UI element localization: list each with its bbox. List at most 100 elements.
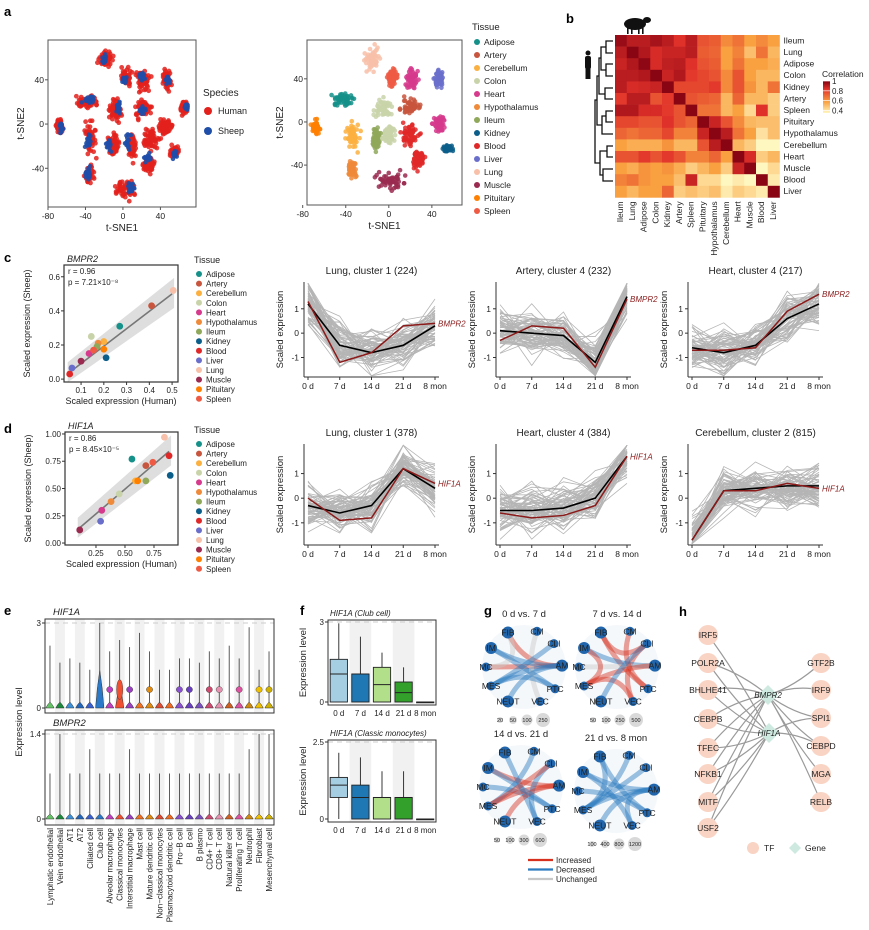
column-label: Blood: [756, 201, 766, 223]
y-tick-label: 0.2: [49, 341, 61, 350]
size-legend-label: 50: [590, 718, 596, 724]
violin: [105, 813, 115, 820]
heatmap-cell: [697, 185, 710, 198]
cluster-trend-plot: [301, 282, 439, 380]
y-tick-label: 1.00: [45, 430, 61, 439]
y-tick-label: 40: [294, 74, 304, 84]
node-label: CLI: [547, 639, 560, 649]
heatmap-cell: [709, 151, 722, 163]
scatter-point: [86, 170, 91, 175]
heatmap-cell: [626, 116, 639, 129]
heatmap-cell: [709, 162, 722, 175]
cluster-trend-plot: [301, 444, 439, 548]
heatmap-cell: [685, 46, 698, 59]
legend-swatch-hypothalamus: [474, 104, 480, 110]
correlation-heatmap: [615, 35, 780, 198]
y-tick-label: 2.5: [313, 738, 325, 747]
plot-title: Lung, cluster 1 (378): [326, 428, 418, 439]
y-tick-label: 1: [678, 304, 683, 314]
legend-label-kidney: Kidney: [206, 337, 230, 346]
chord-title: 14 d vs. 21 d: [494, 729, 548, 740]
heatmap-cell: [697, 35, 710, 47]
heatmap-cell: [638, 116, 651, 129]
heatmap-cell: [673, 116, 686, 129]
y-tick-label: -40: [291, 160, 304, 170]
x-tick-label: 14 d: [363, 549, 380, 559]
tsne-plot-1: [302, 39, 463, 208]
legend-label: Sheep: [218, 126, 244, 136]
scatter-point-spleen: [387, 77, 393, 82]
scatter-point-colon: [384, 130, 390, 136]
scatter-point: [140, 71, 146, 76]
heatmap-cell: [709, 116, 722, 129]
legend-label-lung: Lung: [206, 366, 224, 375]
scatter-point-liver: [439, 85, 444, 91]
cluster-trend-plot: [493, 444, 631, 548]
legend-swatch-artery: [474, 52, 480, 58]
tissue-legend-title: Tissue: [194, 255, 220, 265]
scatter-point: [108, 149, 114, 154]
violin-density-bulge: [186, 686, 193, 693]
y-axis-label: Scaled expression (Sheep): [23, 434, 33, 542]
scatter-point: [141, 155, 147, 160]
size-legend-label: 100: [601, 718, 610, 724]
heatmap-cell: [720, 93, 733, 105]
node-label: MES: [482, 681, 501, 691]
box: [394, 681, 413, 703]
scatter-point-blood: [398, 130, 403, 135]
tf-label: BHLHE41: [689, 685, 727, 695]
point-spleen: [90, 346, 97, 354]
gene-label: BMPR2: [630, 295, 658, 304]
legend-label-cerebellum: Cerebellum: [484, 63, 527, 73]
x-tick-label: 8 mon: [423, 381, 447, 391]
scatter-point: [145, 137, 151, 143]
heatmap-cell: [650, 58, 663, 71]
legend-swatch-kidney: [196, 508, 202, 515]
scatter-point-adipose: [342, 94, 348, 100]
scatter-point-heart: [435, 124, 441, 130]
legend-swatch-colon: [196, 299, 202, 306]
correlation-p: p = 7.21×10⁻⁸: [68, 278, 118, 287]
node-label: MES: [574, 805, 593, 815]
violin: [85, 813, 95, 820]
scatter-point-colon: [377, 106, 383, 112]
heatmap-cell: [756, 81, 769, 94]
scatter-point-heart: [433, 116, 439, 122]
scatter-point-spleen: [390, 81, 396, 87]
heatmap-cell: [673, 58, 686, 71]
heatmap-cell: [662, 185, 675, 198]
legend-label-blood: Blood: [484, 141, 506, 151]
scatter-point-ileum: [376, 140, 382, 146]
scatter-point: [146, 144, 152, 150]
scatter-point-cerebellum: [351, 144, 356, 150]
panel-label-f: f: [300, 603, 305, 618]
x-tick-label: 0 d: [302, 549, 314, 559]
legend-swatch-muscle: [474, 182, 480, 188]
cell-type-label: Alveolar macrophage: [106, 827, 115, 903]
heatmap-cell: [732, 127, 745, 140]
tsne-plot-0: [45, 39, 197, 210]
correlation-p: p = 8.45×10⁻⁵: [69, 445, 119, 454]
legend-swatch-spleen: [196, 395, 202, 402]
heatmap-cell: [650, 116, 663, 129]
point-muscle: [76, 526, 84, 534]
dendrogram-branch: [601, 115, 613, 135]
heatmap-cell: [685, 151, 698, 163]
scatter-point: [143, 126, 149, 132]
scatter-point: [172, 152, 177, 157]
x-tick-label: 0.1: [76, 386, 88, 395]
point-pituitary: [100, 345, 108, 353]
scatter-point-muscle: [376, 184, 382, 189]
scatter-point: [113, 191, 119, 196]
legend-label-muscle: Muscle: [206, 546, 232, 555]
heatmap-cell: [673, 104, 686, 117]
legend-swatch-blood: [474, 143, 480, 149]
heatmap-cell: [638, 46, 651, 59]
heatmap-cell: [650, 69, 663, 82]
heatmap-color-scale: [823, 81, 830, 113]
scatter-point: [73, 93, 79, 99]
column-label: Liver: [768, 201, 778, 220]
violin-density-bulge: [126, 686, 133, 693]
heatmap-cell: [626, 139, 639, 152]
legend-swatch-ileum: [196, 328, 202, 335]
